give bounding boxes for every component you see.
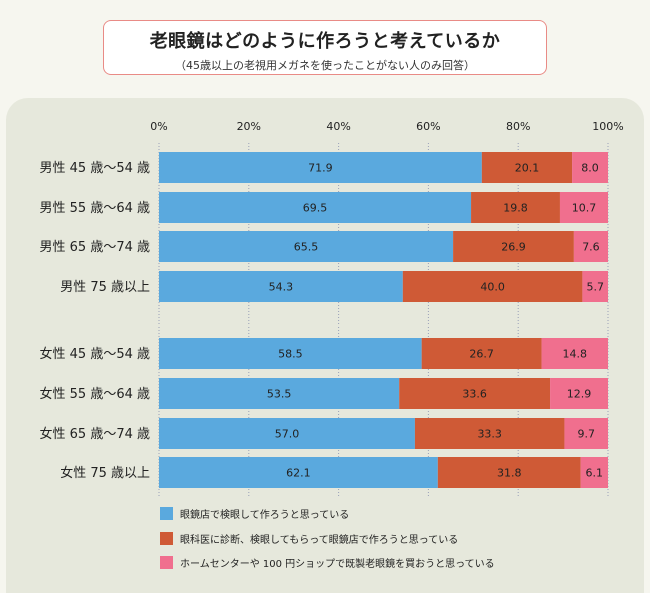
bar-segment — [582, 271, 608, 302]
data-label: 10.7 — [572, 202, 597, 215]
bar-segment — [159, 418, 415, 449]
bar-segment — [159, 152, 482, 183]
category-label: 男性 45 歳～54 歳 — [40, 161, 150, 176]
legend-label: 眼鏡店で検眼して作ろうと思っている — [180, 508, 349, 521]
data-label: 19.8 — [503, 202, 528, 215]
bar-segment — [399, 378, 551, 409]
bar-segment — [573, 231, 608, 262]
bar-segment — [564, 418, 608, 449]
data-label: 58.5 — [278, 348, 303, 361]
category-label: 女性 75 歳以上 — [60, 465, 150, 481]
bar-segment — [159, 192, 472, 223]
category-label: 女性 55 歳～64 歳 — [40, 386, 150, 402]
data-label: 33.6 — [462, 388, 487, 401]
data-label: 8.0 — [581, 162, 599, 175]
bar-segment — [159, 231, 454, 262]
legend-swatch — [160, 532, 173, 545]
data-label: 31.8 — [497, 467, 522, 480]
bar-segment — [541, 338, 608, 369]
category-label: 女性 45 歳～54 歳 — [40, 346, 150, 362]
data-label: 7.6 — [582, 241, 600, 254]
data-label: 71.9 — [308, 162, 333, 175]
legend-label: 眼科医に診断、検眼してもらって眼鏡店で作ろうと思っている — [180, 533, 458, 546]
data-label: 12.9 — [567, 388, 592, 401]
x-tick-label: 100% — [592, 120, 623, 133]
data-label: 20.1 — [515, 162, 540, 175]
bar-segment — [414, 418, 565, 449]
data-label: 54.3 — [269, 281, 294, 294]
data-label: 65.5 — [294, 241, 319, 254]
bar-segment — [471, 192, 560, 223]
data-label: 69.5 — [303, 202, 328, 215]
data-label: 40.0 — [480, 281, 505, 294]
category-label: 男性 65 歳～74 歳 — [40, 240, 150, 255]
chart-title: 老眼鏡はどのように作ろうと考えているか — [149, 31, 501, 52]
bar-segment — [559, 192, 608, 223]
bar-segment — [159, 457, 438, 488]
x-tick-label: 20% — [237, 120, 261, 133]
title-box: 老眼鏡はどのように作ろうと考えているか （45歳以上の老視用メガネを使ったことが… — [103, 20, 547, 75]
data-label: 33.3 — [477, 428, 502, 441]
legend-swatch — [160, 507, 173, 520]
legend-swatch — [160, 556, 173, 569]
data-label: 62.1 — [286, 467, 311, 480]
category-label: 女性 65 歳～74 歳 — [40, 426, 150, 442]
data-label: 9.7 — [577, 428, 595, 441]
chart-subtitle: （45歳以上の老視用メガネを使ったことがない人のみ回答） — [175, 59, 475, 72]
category-label: 男性 75 歳以上 — [60, 280, 150, 295]
bar-segment — [159, 338, 422, 369]
data-label: 5.7 — [586, 281, 604, 294]
bar-segment — [453, 231, 574, 262]
data-label: 53.5 — [267, 388, 292, 401]
bar-segment — [580, 457, 608, 488]
bar-segment — [159, 271, 403, 302]
x-tick-label: 80% — [506, 120, 530, 133]
x-tick-label: 60% — [416, 120, 440, 133]
x-tick-label: 40% — [326, 120, 350, 133]
bar-segment — [159, 378, 400, 409]
bar-segment — [481, 152, 573, 183]
category-label: 男性 55 歳～64 歳 — [40, 201, 150, 216]
data-label: 6.1 — [586, 467, 604, 480]
data-label: 14.8 — [563, 348, 588, 361]
bar-segment — [437, 457, 581, 488]
bar-segment — [550, 378, 608, 409]
bar-segment — [572, 152, 608, 183]
x-tick-label: 0% — [150, 120, 167, 133]
data-label: 26.7 — [469, 348, 494, 361]
data-label: 57.0 — [275, 428, 300, 441]
data-label: 26.9 — [501, 241, 526, 254]
bar-segment — [402, 271, 583, 302]
bar-segment — [421, 338, 542, 369]
legend-label: ホームセンターや 100 円ショップで既製老眼鏡を買おうと思っている — [180, 557, 495, 570]
